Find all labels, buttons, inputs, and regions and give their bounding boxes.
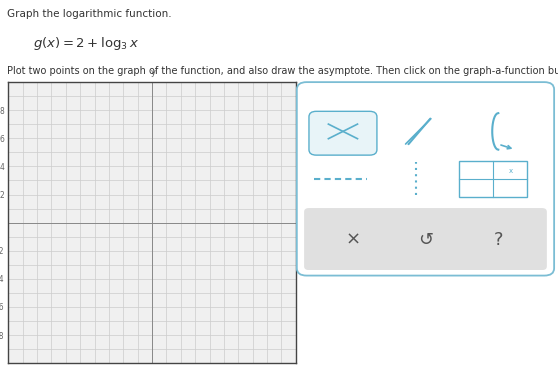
Text: ↺: ↺ xyxy=(418,231,433,249)
Text: $g(x) = 2 + \log_3 x$: $g(x) = 2 + \log_3 x$ xyxy=(33,35,140,52)
Text: Plot two points on the graph of the function, and also draw the asymptote. Then : Plot two points on the graph of the func… xyxy=(7,66,558,76)
Text: x: x xyxy=(508,168,512,174)
Text: ?: ? xyxy=(493,231,503,249)
FancyBboxPatch shape xyxy=(297,82,554,276)
Text: x: x xyxy=(299,217,304,226)
FancyBboxPatch shape xyxy=(459,161,527,197)
Text: y: y xyxy=(151,68,156,77)
Text: ×: × xyxy=(345,231,360,249)
FancyBboxPatch shape xyxy=(309,111,377,155)
Text: Graph the logarithmic function.: Graph the logarithmic function. xyxy=(7,9,172,19)
FancyBboxPatch shape xyxy=(304,208,547,270)
